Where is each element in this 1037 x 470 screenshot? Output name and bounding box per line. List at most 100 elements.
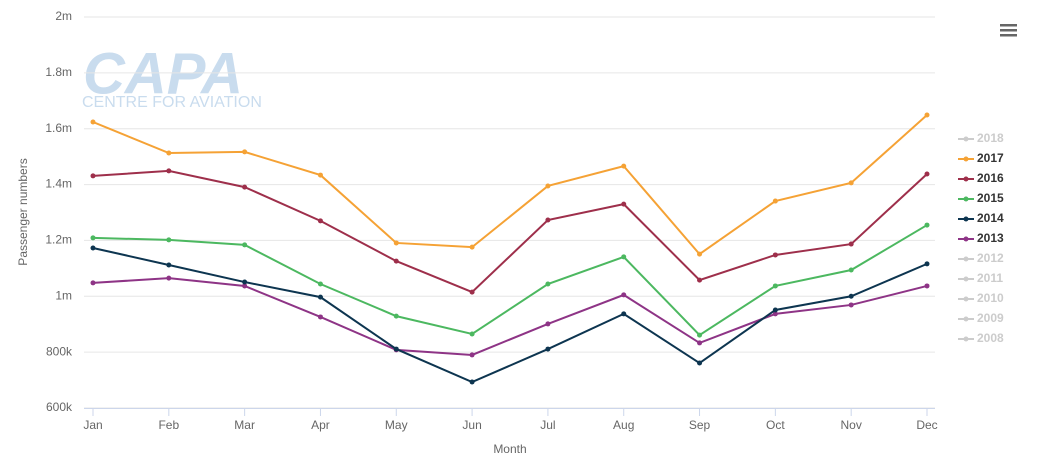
legend-item[interactable]: 2014 (977, 211, 1004, 225)
legend-item[interactable]: 2013 (977, 231, 1004, 245)
legend-item[interactable]: 2009 (977, 311, 1004, 325)
legend-item[interactable]: 2008 (977, 331, 1004, 345)
data-point (242, 242, 248, 248)
y-tick-label: 600k (46, 400, 73, 414)
data-point (924, 261, 930, 267)
x-tick-label: Jan (83, 418, 102, 432)
x-tick-label: Feb (158, 418, 179, 432)
data-point (469, 379, 475, 385)
legend-symbol-point (963, 236, 969, 242)
data-point (242, 184, 248, 190)
x-tick-label: Dec (916, 418, 937, 432)
data-point (90, 280, 96, 286)
x-tick-label: Apr (311, 418, 330, 432)
legend-item[interactable]: 2011 (977, 271, 1003, 285)
series-line (92, 114, 928, 256)
data-point (772, 307, 778, 313)
data-point (242, 149, 248, 155)
data-point (393, 346, 399, 352)
legend-symbol-point (963, 196, 969, 202)
data-point (166, 168, 172, 174)
data-point (621, 254, 627, 260)
data-point (772, 311, 778, 317)
watermark-subtitle: CENTRE FOR AVIATION (82, 94, 262, 111)
legend-item[interactable]: 2017 (977, 151, 1004, 165)
x-tick-label: Nov (841, 418, 862, 432)
data-point (697, 360, 703, 366)
data-point (697, 340, 703, 346)
data-point (924, 112, 930, 118)
data-point (317, 294, 323, 300)
data-point (621, 201, 627, 207)
data-point (621, 311, 627, 317)
data-point (90, 173, 96, 179)
data-point (166, 262, 172, 268)
watermark-title: CAPA (83, 41, 243, 106)
x-tick-label: May (385, 418, 408, 432)
y-tick-label: 1m (55, 288, 72, 302)
y-tick-label: 800k (46, 344, 73, 358)
data-point (242, 279, 248, 285)
y-axis-label: Passenger numbers (16, 158, 30, 265)
y-tick-label: 1.4m (45, 177, 72, 191)
data-point (545, 183, 551, 189)
x-tick-label: Aug (613, 418, 634, 432)
data-point (90, 245, 96, 251)
legend-item[interactable]: 2016 (977, 171, 1004, 185)
legend-item[interactable]: 2010 (977, 291, 1004, 305)
legend-item[interactable]: 2015 (977, 191, 1004, 205)
legend-symbol-point (963, 296, 969, 302)
data-point (848, 180, 854, 186)
legend-symbol-point (963, 136, 969, 142)
data-point (848, 267, 854, 273)
data-point (393, 258, 399, 264)
legend-item[interactable]: 2018 (977, 131, 1004, 145)
data-point (924, 171, 930, 177)
legend-symbol-point (963, 156, 969, 162)
data-point (848, 293, 854, 299)
data-point (772, 283, 778, 289)
legend-symbol-point (963, 176, 969, 182)
x-tick-label: Mar (234, 418, 255, 432)
x-axis-label: Month (493, 442, 526, 456)
data-point (242, 283, 248, 289)
data-point (697, 251, 703, 257)
menu-bar (1000, 34, 1017, 37)
data-point (166, 275, 172, 281)
data-point (166, 150, 172, 156)
data-point (469, 331, 475, 337)
legend-item[interactable]: 2012 (977, 251, 1004, 265)
menu-button[interactable] (1000, 24, 1017, 37)
data-point (545, 217, 551, 223)
data-point (90, 119, 96, 125)
series-line (92, 277, 928, 356)
y-tick-label: 2m (55, 9, 72, 23)
y-tick-label: 1.2m (45, 233, 72, 247)
legend-symbol-point (963, 216, 969, 222)
legend-symbol-point (963, 316, 969, 322)
y-tick-label: 1.8m (45, 65, 72, 79)
legend-symbol-point (963, 256, 969, 262)
data-point (772, 198, 778, 204)
y-tick-label: 1.6m (45, 121, 72, 135)
data-point (924, 222, 930, 228)
data-point (848, 241, 854, 247)
data-point (848, 302, 854, 308)
x-tick-label: Sep (689, 418, 711, 432)
menu-bar (1000, 29, 1017, 32)
data-point (621, 163, 627, 169)
data-point (545, 281, 551, 287)
data-point (317, 172, 323, 178)
series-line (92, 246, 928, 384)
data-point (545, 321, 551, 327)
series-line (92, 169, 928, 294)
data-point (469, 289, 475, 295)
legend-symbol-point (963, 276, 969, 282)
data-point (697, 332, 703, 338)
x-tick-label: Oct (766, 418, 785, 432)
data-point (166, 237, 172, 243)
data-point (621, 292, 627, 298)
legend-symbol-point (963, 336, 969, 342)
